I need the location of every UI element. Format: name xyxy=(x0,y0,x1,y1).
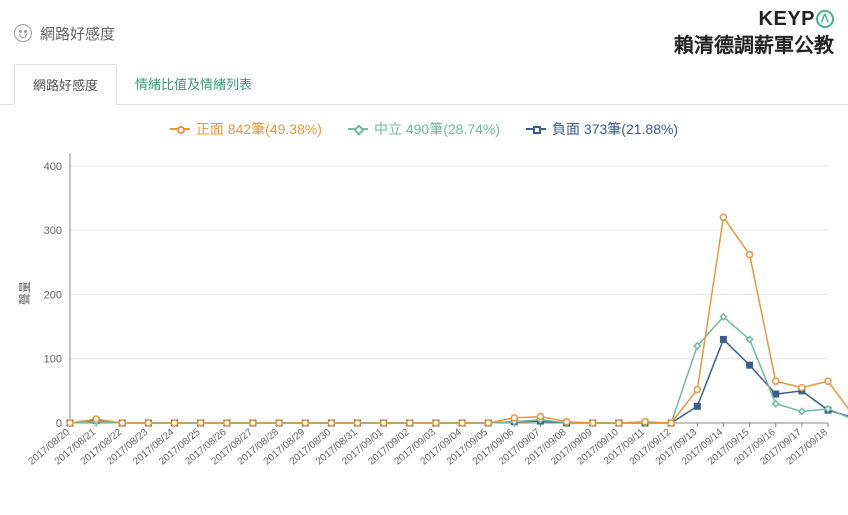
legend-marker-negative xyxy=(526,128,546,130)
svg-text:0: 0 xyxy=(56,418,62,430)
brand-text: KEYP xyxy=(759,8,815,31)
legend-negative[interactable]: 負面 373筆(21.88%) xyxy=(526,119,678,139)
tab-ratio[interactable]: 情緒比值及情緒列表 xyxy=(117,64,270,104)
subtitle: 賴清德調薪軍公教 xyxy=(674,29,834,58)
svg-text:400: 400 xyxy=(44,161,62,173)
page-title: 網路好感度 xyxy=(40,23,115,44)
legend-positive[interactable]: 正面 842筆(49.38%) xyxy=(170,119,322,139)
chart-area: 正面 842筆(49.38%) 中立 490筆(28.74%) 負面 373筆(… xyxy=(0,105,848,515)
legend-neutral[interactable]: 中立 490筆(28.74%) xyxy=(348,119,500,139)
tab-sentiment[interactable]: 網路好感度 xyxy=(14,64,117,105)
legend-marker-neutral xyxy=(348,128,368,130)
header-left: 網路好感度 xyxy=(14,23,115,44)
line-chart: 01002003004002017/08/202017/08/212017/08… xyxy=(0,143,848,503)
brand-badge-icon: ᐱ xyxy=(816,10,834,28)
tabs: 網路好感度 情緒比值及情緒列表 xyxy=(0,64,848,105)
svg-text:300: 300 xyxy=(44,225,62,237)
smiley-icon xyxy=(14,24,32,42)
legend-label-positive: 正面 842筆(49.38%) xyxy=(196,119,322,139)
header-right: KEYPᐱ 賴清德調薪軍公教 xyxy=(674,8,834,58)
legend-marker-positive xyxy=(170,128,190,130)
legend-label-neutral: 中立 490筆(28.74%) xyxy=(374,119,500,139)
legend: 正面 842筆(49.38%) 中立 490筆(28.74%) 負面 373筆(… xyxy=(0,105,848,143)
svg-text:100: 100 xyxy=(44,354,62,366)
svg-text:200: 200 xyxy=(44,289,62,301)
y-axis-label: 聲量 xyxy=(16,281,33,305)
brand-logo: KEYPᐱ xyxy=(674,8,834,31)
legend-label-negative: 負面 373筆(21.88%) xyxy=(552,119,678,139)
header: 網路好感度 KEYPᐱ 賴清德調薪軍公教 xyxy=(0,0,848,60)
